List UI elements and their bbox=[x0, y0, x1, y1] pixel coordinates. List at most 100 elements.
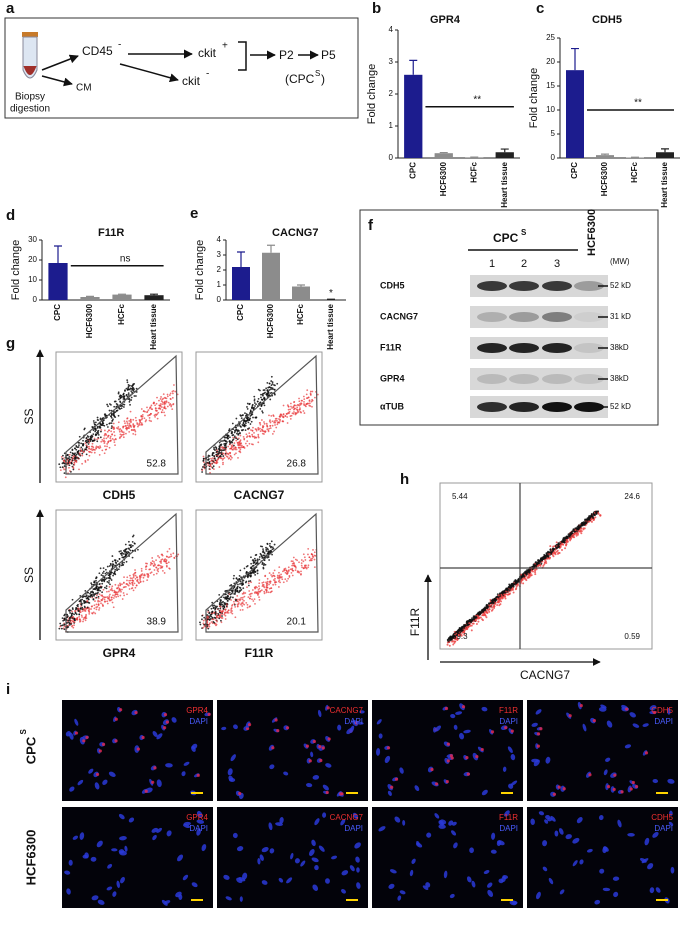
event-dot bbox=[221, 446, 224, 448]
nucleus bbox=[259, 854, 264, 861]
nucleus bbox=[612, 876, 620, 881]
event-dot bbox=[504, 597, 507, 600]
event-dot bbox=[132, 589, 135, 592]
event-dot bbox=[555, 541, 558, 544]
event-dot bbox=[534, 568, 537, 571]
event-dot bbox=[83, 605, 86, 608]
event-dot bbox=[61, 624, 64, 627]
event-dot bbox=[463, 624, 466, 627]
event-dot bbox=[302, 560, 305, 563]
event-dot bbox=[85, 594, 88, 597]
event-dot bbox=[80, 604, 83, 606]
event-dot bbox=[563, 537, 566, 540]
event-dot bbox=[556, 549, 559, 552]
event-dot bbox=[548, 556, 551, 559]
event-dot bbox=[282, 413, 285, 416]
stain-label: DAPI bbox=[189, 824, 208, 833]
event-dot bbox=[248, 593, 251, 596]
stain bbox=[625, 707, 629, 711]
event-dot bbox=[488, 610, 491, 613]
event-dot bbox=[163, 560, 165, 562]
event-dot bbox=[252, 426, 254, 429]
event-dot bbox=[251, 559, 254, 562]
event-dot bbox=[79, 611, 82, 613]
event-dot bbox=[266, 381, 269, 384]
event-dot bbox=[151, 560, 154, 562]
event-dot bbox=[92, 429, 95, 432]
event-dot bbox=[132, 576, 135, 579]
event-dot bbox=[269, 542, 271, 545]
event-dot bbox=[300, 573, 302, 575]
event-dot bbox=[220, 457, 222, 460]
event-dot bbox=[110, 439, 112, 442]
event-dot bbox=[247, 421, 250, 424]
event-dot bbox=[557, 543, 560, 546]
event-dot bbox=[234, 448, 237, 451]
y-tick-label: 25 bbox=[546, 33, 555, 42]
nucleus bbox=[261, 847, 269, 853]
event-dot bbox=[241, 429, 243, 432]
tube-icon bbox=[22, 32, 38, 79]
event-dot bbox=[207, 624, 210, 626]
event-dot bbox=[260, 419, 263, 421]
event-dot bbox=[130, 399, 133, 401]
event-dot bbox=[240, 582, 243, 585]
event-dot bbox=[460, 629, 463, 632]
event-dot bbox=[87, 601, 90, 604]
event-dot bbox=[77, 452, 80, 455]
event-dot bbox=[62, 459, 65, 462]
event-dot bbox=[93, 604, 96, 607]
event-dot bbox=[254, 559, 257, 562]
event-dot bbox=[580, 527, 583, 530]
stain bbox=[629, 787, 633, 791]
event-dot bbox=[202, 457, 205, 460]
event-dot bbox=[259, 423, 262, 426]
event-dot bbox=[588, 520, 591, 523]
event-dot bbox=[85, 613, 87, 616]
chart-title: CDH5 bbox=[592, 14, 622, 26]
event-dot bbox=[561, 543, 564, 546]
event-dot bbox=[210, 621, 213, 623]
event-dot bbox=[534, 573, 537, 576]
event-dot bbox=[234, 446, 237, 449]
event-dot bbox=[238, 602, 240, 604]
event-dot bbox=[119, 408, 121, 410]
event-dot bbox=[112, 414, 115, 417]
event-dot bbox=[138, 418, 141, 421]
event-dot bbox=[269, 392, 272, 395]
stain bbox=[74, 731, 79, 735]
stain bbox=[449, 754, 453, 758]
event-dot bbox=[63, 472, 66, 475]
error-bar bbox=[601, 153, 609, 156]
event-dot bbox=[63, 625, 66, 628]
nucleus bbox=[481, 789, 488, 796]
event-dot bbox=[103, 413, 106, 416]
event-dot bbox=[504, 593, 507, 596]
event-dot bbox=[220, 619, 222, 622]
stain bbox=[634, 784, 639, 789]
event-dot bbox=[214, 608, 217, 611]
nucleus bbox=[286, 877, 293, 884]
event-dot bbox=[120, 550, 122, 552]
event-dot bbox=[278, 421, 281, 424]
image-bg bbox=[372, 807, 523, 908]
event-dot bbox=[75, 460, 78, 463]
event-dot bbox=[98, 600, 101, 603]
x-tick-label: HCFc bbox=[296, 303, 305, 324]
band bbox=[509, 281, 539, 291]
event-dot bbox=[210, 607, 213, 610]
nucleus bbox=[221, 726, 227, 731]
event-dot bbox=[71, 598, 74, 601]
event-dot bbox=[130, 421, 132, 424]
event-dot bbox=[309, 392, 312, 395]
nucleus bbox=[178, 894, 183, 900]
band bbox=[542, 343, 572, 353]
step-text: P5 bbox=[321, 48, 336, 62]
event-dot bbox=[235, 577, 238, 580]
event-dot bbox=[261, 563, 264, 566]
event-dot bbox=[590, 520, 593, 523]
event-dot bbox=[239, 583, 241, 585]
event-dot bbox=[218, 446, 221, 448]
stain bbox=[562, 787, 566, 791]
y-axis-label: Fold change bbox=[528, 68, 540, 129]
